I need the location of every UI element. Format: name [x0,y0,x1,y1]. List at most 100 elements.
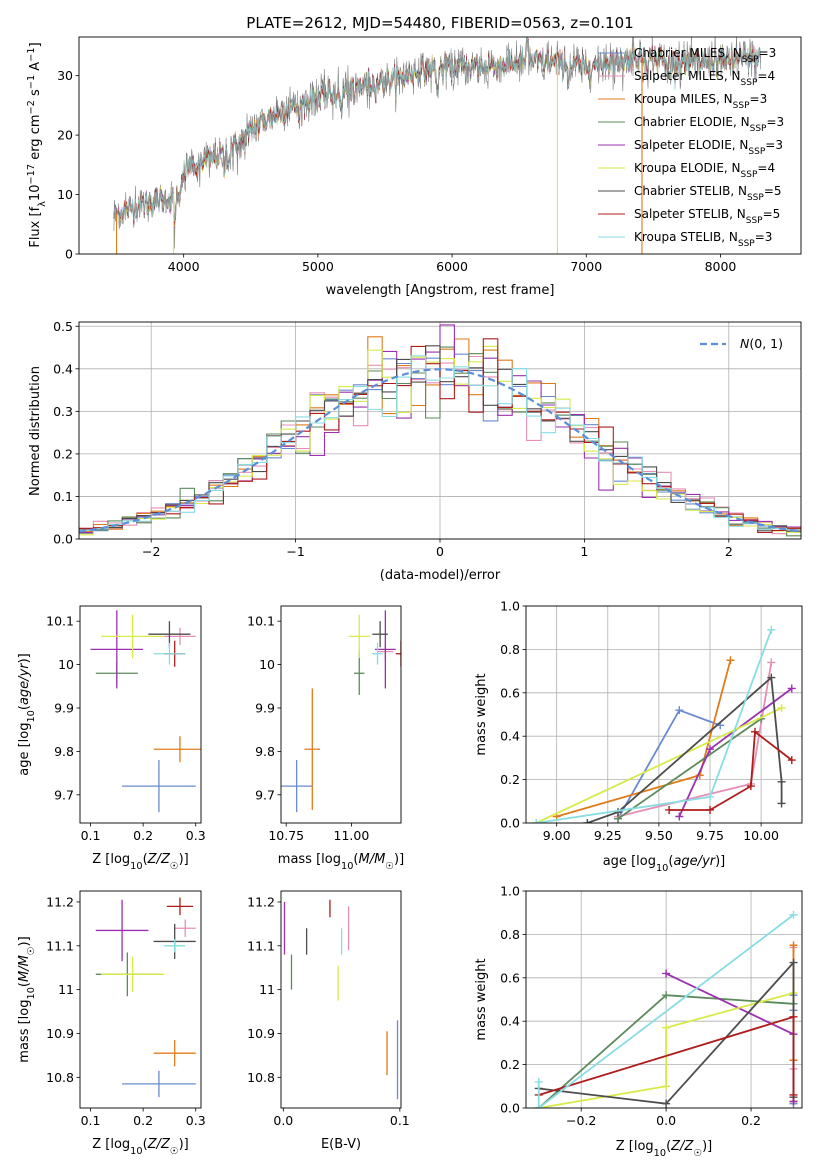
y-tick-label: 0.4 [500,1014,520,1029]
text-span: 10 [654,1148,666,1159]
text-span: =3 [755,230,773,244]
text-span: 10 [130,1146,142,1157]
y-tick-label: 0.1 [53,489,73,504]
legend-entry: Salpeter STELIB, NSSP=5 [634,207,780,226]
text-span: ( [17,982,32,987]
x-tick-label: 8000 [705,259,737,274]
axes-frame [79,605,202,824]
mass_vs_ebv-plot-area [283,899,399,1100]
y-tick-label: 11.1 [247,938,275,953]
text-span: Z/Z [670,1139,694,1154]
histogram-step-line [79,355,801,532]
weight-marker [662,969,671,978]
legend-entry: Kroupa MILES, NSSP=3 [634,92,767,111]
y-tick-label: 0.0 [53,532,73,547]
x-tick-label: −1 [286,544,304,559]
y-tick-label: 20 [57,128,73,143]
text-span: age [log [603,854,656,869]
text-span: Kroupa ELODIE, N [634,161,741,175]
weight-marker [534,1077,543,1086]
y-tick-label: 11.1 [46,938,74,953]
text-span: )] [179,852,189,867]
text-span: SSP [742,55,759,65]
y-tick-label: 1.0 [500,884,520,899]
text-span: )] [702,1139,712,1154]
weight_vs_Z-x-label: Z [log10(Z/Z☉)] [616,1139,713,1159]
age_vs_Z-y-label: age [log10(age/yr)] [17,653,37,776]
weight-marker [662,1023,671,1032]
weight-marker [789,910,798,919]
x-tick-label: 0.0 [273,1113,293,1128]
residuals-y-label: Normed distribution [28,366,43,496]
legend-entry: Kroupa ELODIE, NSSP=4 [634,161,775,180]
spectrum-plot-area [113,37,761,254]
text-span: −1 [26,75,37,89]
text-span: )] [179,1137,189,1152]
y-tick-label: 0 [65,247,73,262]
y-tick-label: 9.7 [54,787,74,802]
text-span: ☉ [170,861,179,872]
axes-frame [280,605,402,824]
weight-marker [767,658,776,667]
x-tick-label: 7000 [570,259,602,274]
weight_vs_age-x-label: age [log10(age/yr)] [603,854,726,874]
text-span: )] [394,852,404,867]
text-span: ( [668,854,673,869]
text-span: 10 [341,861,353,872]
y-tick-label: 0.2 [53,446,73,461]
text-span: Z [log [92,852,130,867]
y-tick-label: 9.7 [255,787,275,802]
weight-marker [706,745,714,754]
text-span: Z [log [92,1137,130,1152]
x-tick-label: 0.2 [133,1113,153,1128]
weight-marker [750,727,759,736]
text-span: Salpeter MILES, N [634,69,741,83]
x-tick-label: 9.50 [645,828,673,843]
text-span: Kroupa STELIB, N [634,230,738,244]
text-span: SSP [748,147,765,157]
text-span: A [28,62,43,75]
weight-line [617,718,762,820]
text-span: SSP [747,193,764,203]
text-span: SSP [733,101,750,111]
text-span: 10 [28,185,43,202]
axes-frame [78,321,802,540]
weight_vs_Z-axes: −0.2 0.0 0.2 0.0 0.2 0.4 0.6 0.8 1.0 [500,884,803,1128]
x-tick-label: 5000 [302,259,334,274]
residuals-plot-area [79,324,801,537]
text-span: 10 [656,863,668,874]
x-tick-label: −0.2 [566,1113,596,1128]
axes-frame [78,36,802,255]
weight-marker [777,777,786,786]
x-tick-label: 2 [725,544,733,559]
mass_vs_Z-x-label: Z [log10(Z/Z☉)] [92,1137,189,1157]
y-tick-label: 0.2 [500,772,520,787]
weight-marker [662,1082,671,1091]
x-tick-label: 0.3 [186,1113,206,1128]
text-span: M/M [358,852,385,867]
y-tick-label: 10.9 [247,1026,275,1041]
text-span: =3 [765,138,783,152]
residuals-axes: −2 −1 0 1 2 0.0 0.1 0.2 0.3 0.4 0.5 [53,319,802,559]
weight-marker [706,792,714,801]
text-span: ( [353,852,358,867]
weight-marker [662,991,671,1000]
spectrum-title: PLATE=2612, MJD=54480, FIBERID=0563, z=0… [246,14,633,32]
y-tick-label: 10.8 [247,1070,275,1085]
y-tick-label: 0.6 [500,970,520,985]
text-span: s [28,89,43,100]
text-span: (0, 1) [749,336,783,351]
text-span: M/M [17,955,32,982]
y-tick-label: 11.2 [46,894,74,909]
mass_vs_Z-y-label: mass [log10(M/M☉)] [17,936,37,1062]
x-tick-label: 9.75 [696,828,724,843]
axes-frame [525,605,803,824]
spectrum-x-label: wavelength [Angstrom, rest frame] [326,283,555,298]
legend-entry: Kroupa STELIB, NSSP=3 [634,230,772,249]
weight-marker [787,756,796,765]
weight-marker [662,1099,671,1108]
y-tick-label: 0.4 [500,729,520,744]
x-tick-label: 6000 [436,259,468,274]
weight-marker [706,805,714,814]
y-tick-label: 10 [58,657,74,672]
